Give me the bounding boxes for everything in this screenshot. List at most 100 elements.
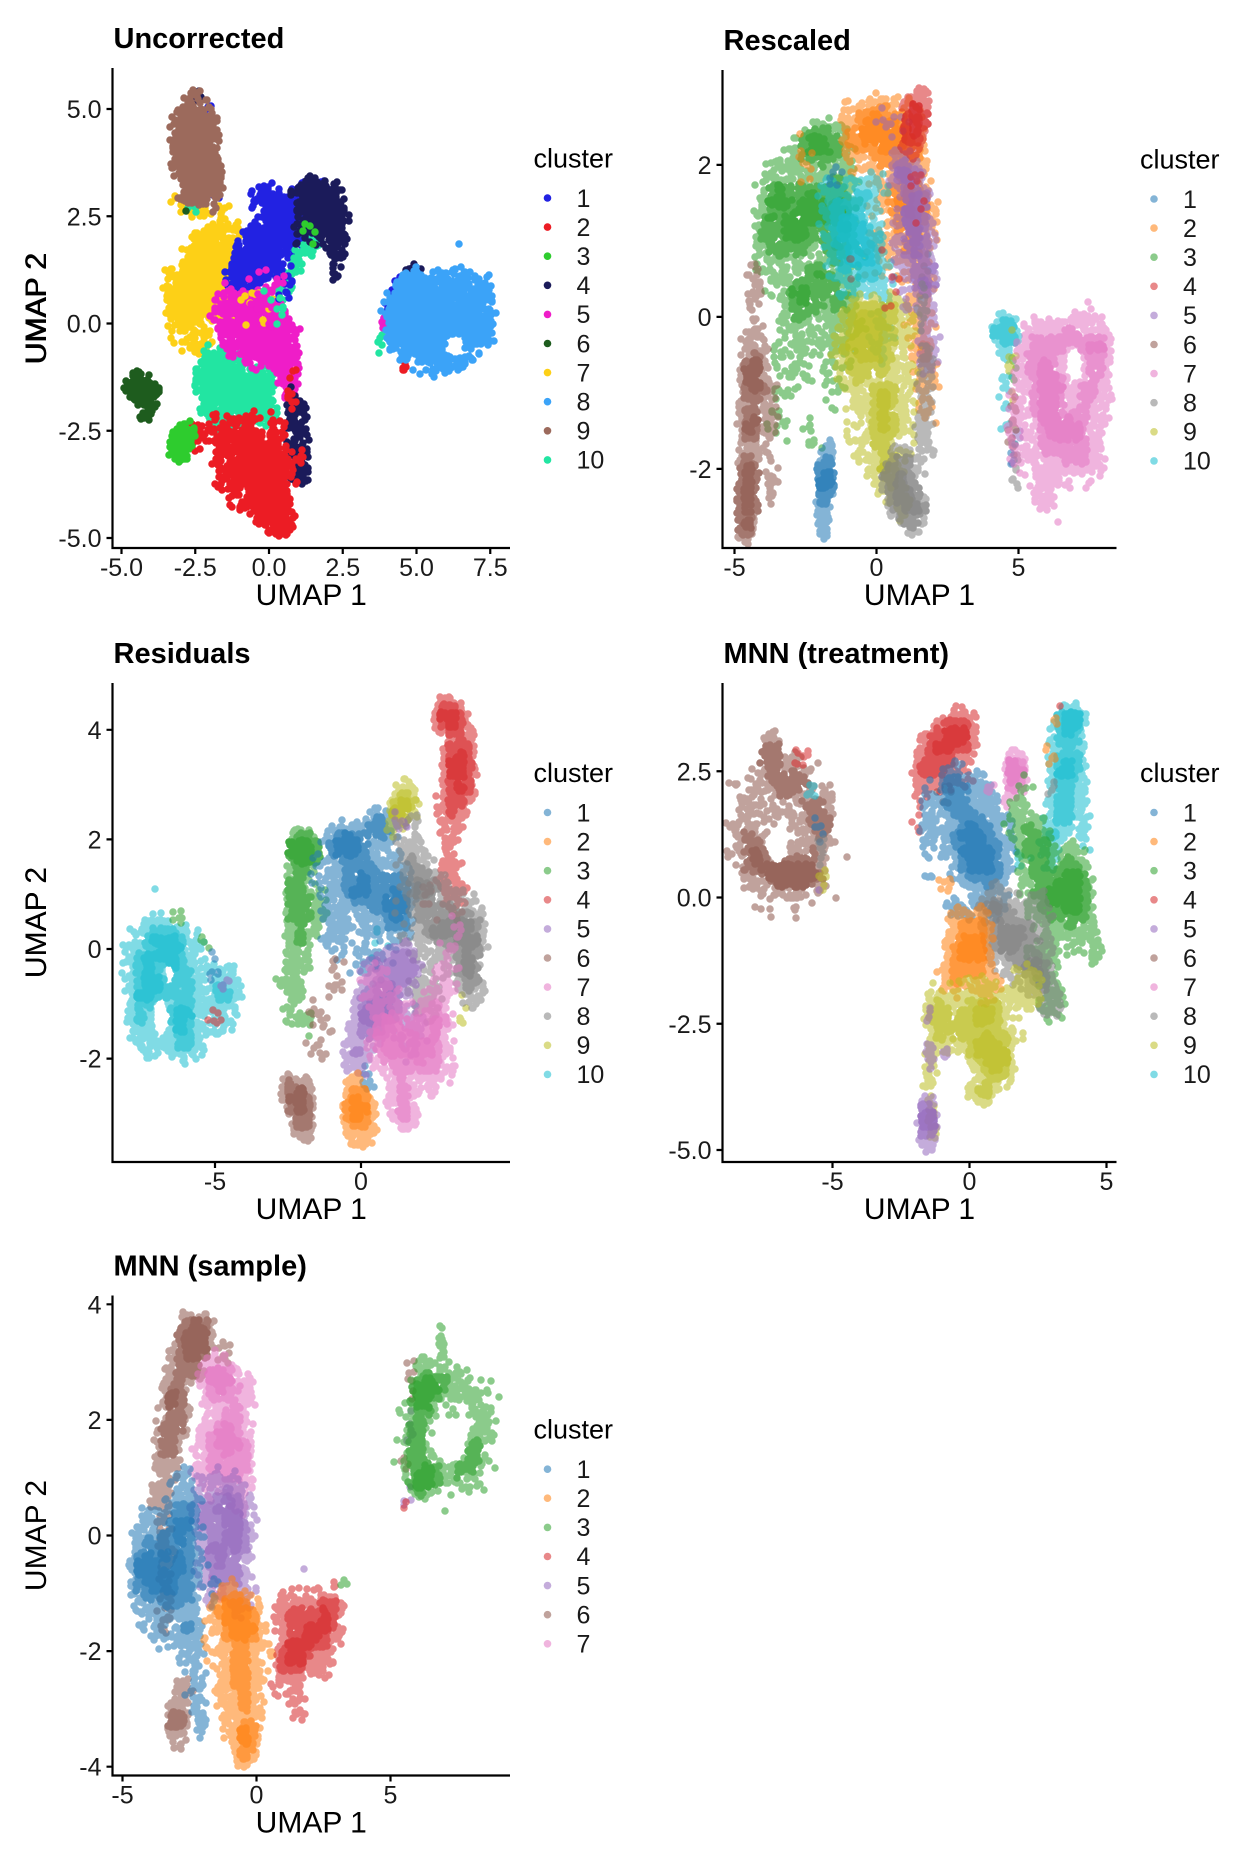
svg-text:9: 9 — [577, 418, 591, 446]
svg-text:6: 6 — [1183, 945, 1197, 973]
svg-text:4: 4 — [577, 887, 591, 915]
svg-text:6: 6 — [1183, 331, 1197, 359]
svg-text:0: 0 — [963, 1168, 977, 1196]
svg-text:8: 8 — [577, 389, 591, 417]
svg-text:-5: -5 — [204, 1168, 226, 1196]
svg-text:-5.0: -5.0 — [58, 525, 101, 553]
svg-text:4: 4 — [88, 1291, 102, 1319]
svg-text:3: 3 — [577, 858, 591, 886]
svg-text:UMAP 2: UMAP 2 — [20, 867, 53, 978]
svg-text:0.0: 0.0 — [252, 554, 287, 582]
svg-text:-5.0: -5.0 — [668, 1137, 711, 1165]
svg-text:4: 4 — [577, 272, 591, 300]
svg-text:UMAP 2: UMAP 2 — [20, 252, 53, 363]
svg-text:7.5: 7.5 — [473, 554, 508, 582]
svg-text:1: 1 — [577, 799, 591, 827]
svg-text:10: 10 — [1183, 1061, 1211, 1089]
svg-text:2: 2 — [1183, 215, 1197, 243]
svg-text:2: 2 — [88, 826, 102, 854]
svg-text:0: 0 — [250, 1782, 264, 1810]
svg-text:0.0: 0.0 — [67, 311, 102, 339]
svg-text:UMAP 1: UMAP 1 — [256, 1807, 367, 1840]
svg-text:5: 5 — [1183, 302, 1197, 330]
svg-text:-2.5: -2.5 — [668, 1011, 711, 1039]
svg-text:7: 7 — [1183, 360, 1197, 388]
svg-text:2: 2 — [577, 214, 591, 242]
svg-text:cluster: cluster — [1140, 145, 1220, 175]
svg-text:5: 5 — [577, 916, 591, 944]
svg-text:-4: -4 — [79, 1754, 101, 1782]
svg-text:5.0: 5.0 — [399, 554, 434, 582]
svg-text:MNN (sample): MNN (sample) — [114, 1251, 307, 1283]
svg-text:1: 1 — [577, 1456, 591, 1484]
svg-text:1: 1 — [1183, 186, 1197, 214]
svg-text:UMAP 1: UMAP 1 — [864, 1193, 975, 1226]
svg-text:2: 2 — [577, 828, 591, 856]
svg-text:5: 5 — [1012, 554, 1026, 582]
svg-text:9: 9 — [577, 1032, 591, 1060]
svg-text:10: 10 — [577, 1061, 605, 1089]
svg-text:-5: -5 — [723, 554, 745, 582]
svg-text:4: 4 — [1183, 887, 1197, 915]
svg-text:2.5: 2.5 — [677, 758, 712, 786]
svg-text:-5: -5 — [821, 1168, 843, 1196]
svg-text:cluster: cluster — [534, 758, 614, 788]
svg-text:-5.0: -5.0 — [100, 554, 143, 582]
svg-text:5: 5 — [384, 1782, 398, 1810]
svg-text:5: 5 — [577, 301, 591, 329]
svg-text:5: 5 — [577, 1572, 591, 1600]
svg-text:9: 9 — [1183, 1032, 1197, 1060]
svg-text:2: 2 — [88, 1407, 102, 1435]
svg-text:UMAP 2: UMAP 2 — [20, 867, 53, 978]
svg-text:7: 7 — [577, 359, 591, 387]
svg-text:-2: -2 — [689, 456, 711, 484]
svg-text:2: 2 — [698, 152, 712, 180]
svg-text:-2: -2 — [79, 1638, 101, 1666]
svg-text:UMAP 2: UMAP 2 — [20, 1480, 53, 1591]
svg-text:0: 0 — [354, 1168, 368, 1196]
svg-text:UMAP 1: UMAP 1 — [864, 579, 975, 612]
svg-text:4: 4 — [88, 717, 102, 745]
svg-text:6: 6 — [577, 945, 591, 973]
svg-text:10: 10 — [1183, 448, 1211, 476]
svg-text:UMAP 1: UMAP 1 — [256, 1193, 367, 1226]
svg-text:3: 3 — [1183, 244, 1197, 272]
svg-text:4: 4 — [1183, 273, 1197, 301]
svg-text:-2.5: -2.5 — [174, 554, 217, 582]
svg-text:1: 1 — [1183, 799, 1197, 827]
svg-text:MNN (treatment): MNN (treatment) — [724, 638, 950, 670]
svg-text:5: 5 — [1100, 1168, 1114, 1196]
svg-text:0.0: 0.0 — [677, 885, 712, 913]
svg-text:0: 0 — [870, 554, 884, 582]
svg-text:Rescaled: Rescaled — [724, 25, 851, 57]
svg-text:cluster: cluster — [534, 144, 614, 174]
svg-text:8: 8 — [1183, 390, 1197, 418]
svg-text:-2.5: -2.5 — [58, 418, 101, 446]
svg-text:-5: -5 — [111, 1782, 133, 1810]
svg-text:cluster: cluster — [534, 1415, 614, 1445]
svg-text:8: 8 — [1183, 1003, 1197, 1031]
svg-text:cluster: cluster — [1140, 758, 1220, 788]
svg-text:2: 2 — [1183, 828, 1197, 856]
svg-text:0: 0 — [698, 304, 712, 332]
svg-text:Residuals: Residuals — [114, 638, 251, 670]
svg-text:7: 7 — [577, 974, 591, 1002]
svg-text:-2: -2 — [79, 1046, 101, 1074]
svg-text:8: 8 — [577, 1003, 591, 1031]
svg-text:9: 9 — [1183, 419, 1197, 447]
svg-text:6: 6 — [577, 330, 591, 358]
svg-text:5: 5 — [1183, 916, 1197, 944]
svg-text:6: 6 — [577, 1602, 591, 1630]
svg-text:1: 1 — [577, 185, 591, 213]
svg-text:2.5: 2.5 — [325, 554, 360, 582]
svg-text:0: 0 — [88, 936, 102, 964]
svg-text:3: 3 — [1183, 858, 1197, 886]
svg-text:2.5: 2.5 — [67, 203, 102, 231]
svg-text:UMAP 1: UMAP 1 — [256, 579, 367, 612]
svg-text:UMAP 2: UMAP 2 — [20, 253, 53, 364]
svg-text:3: 3 — [577, 243, 591, 271]
svg-text:2: 2 — [577, 1485, 591, 1513]
svg-text:0: 0 — [88, 1523, 102, 1551]
svg-text:Uncorrected: Uncorrected — [114, 23, 285, 55]
svg-text:10: 10 — [577, 447, 605, 475]
